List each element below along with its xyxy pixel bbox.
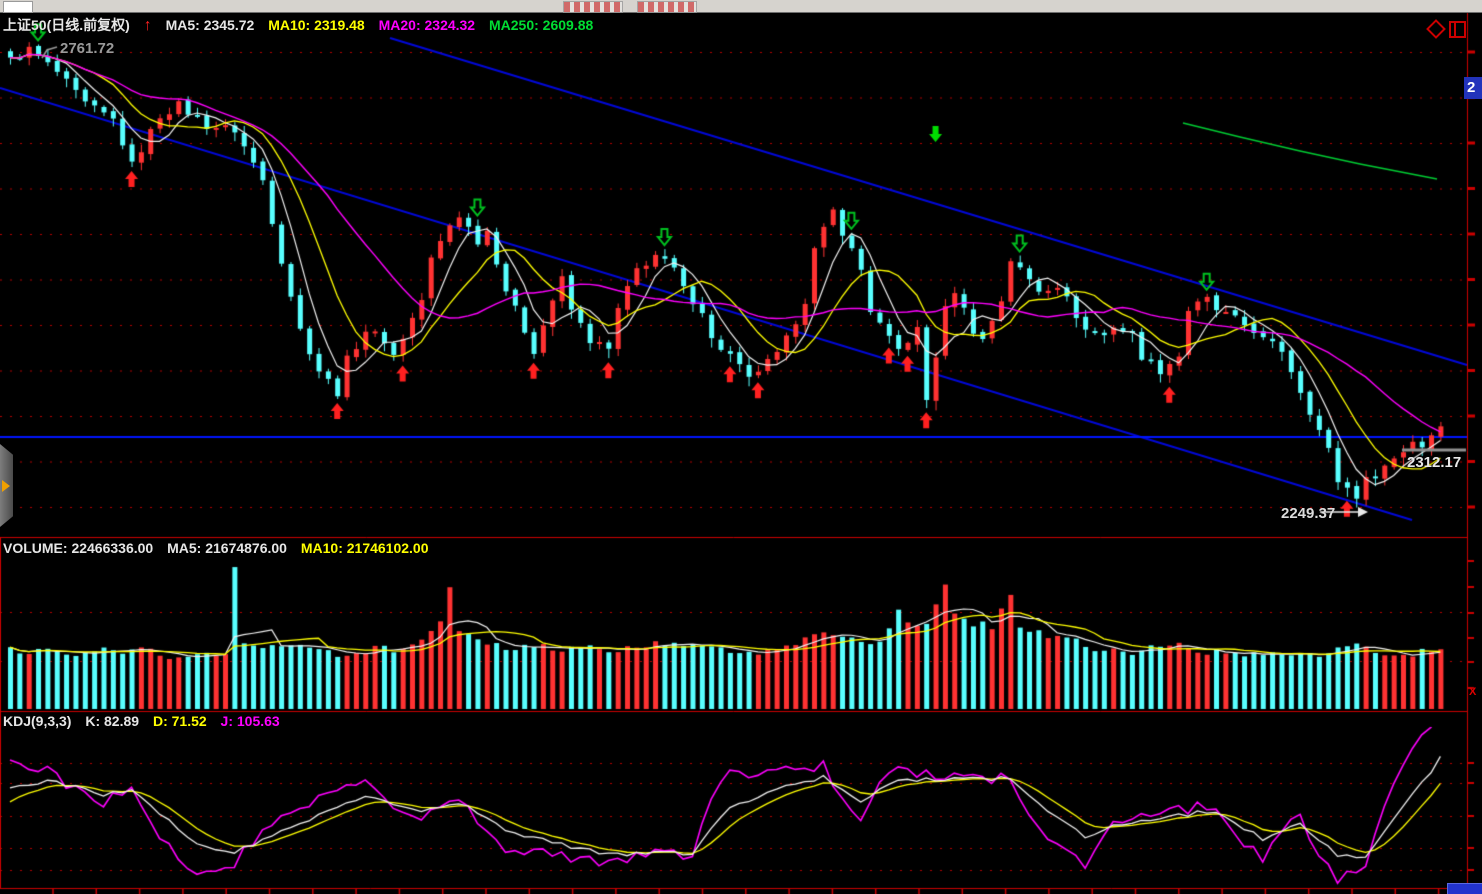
right-axis-price-badge: 2 bbox=[1464, 77, 1482, 99]
ma10-value: MA10: 2319.48 bbox=[268, 17, 365, 33]
volume-value: VOLUME: 22466336.00 bbox=[3, 540, 154, 556]
split-window-icon[interactable] bbox=[1449, 21, 1466, 38]
ma250-value: MA250: 2609.88 bbox=[489, 17, 594, 33]
volume-ma10-value: MA10: 21746102.00 bbox=[300, 540, 429, 556]
last-price-label: 2312.17 bbox=[1407, 454, 1462, 471]
pane-close-icon[interactable]: X bbox=[1469, 686, 1477, 698]
high-price-label: 2761.72 bbox=[60, 40, 115, 57]
main-chart-header: 上证50(日线.前复权) ↑ MA5: 2345.72 MA10: 2319.4… bbox=[3, 15, 603, 35]
scrollbar-corner[interactable] bbox=[1447, 883, 1482, 894]
toolbar-button[interactable] bbox=[563, 1, 623, 13]
up-arrow-icon: ↑ bbox=[143, 17, 152, 34]
expand-triangle-icon bbox=[2, 480, 10, 492]
volume-ma5-value: MA5: 21674876.00 bbox=[167, 540, 287, 556]
kdj-j-value: J: 105.63 bbox=[220, 713, 280, 729]
sidebar-expand-handle[interactable] bbox=[0, 444, 13, 527]
kdj-d-value: D: 71.52 bbox=[152, 713, 207, 729]
kdj-k-value: K: 82.89 bbox=[85, 713, 140, 729]
top-toolbar bbox=[0, 0, 1482, 13]
toolbar-button[interactable] bbox=[637, 1, 697, 13]
ma5-value: MA5: 2345.72 bbox=[165, 17, 255, 33]
volume-header: VOLUME: 22466336.00 MA5: 21674876.00 MA1… bbox=[3, 540, 439, 556]
toolbar-field[interactable] bbox=[3, 1, 33, 13]
kdj-header: KDJ(9,3,3) K: 82.89 D: 71.52 J: 105.63 bbox=[3, 713, 290, 729]
kdj-indicator-label: KDJ(9,3,3) bbox=[3, 713, 72, 729]
symbol-title: 上证50(日线.前复权) bbox=[3, 17, 130, 33]
ma20-value: MA20: 2324.32 bbox=[378, 17, 476, 33]
low-price-label: 2249.37 bbox=[1281, 505, 1336, 522]
